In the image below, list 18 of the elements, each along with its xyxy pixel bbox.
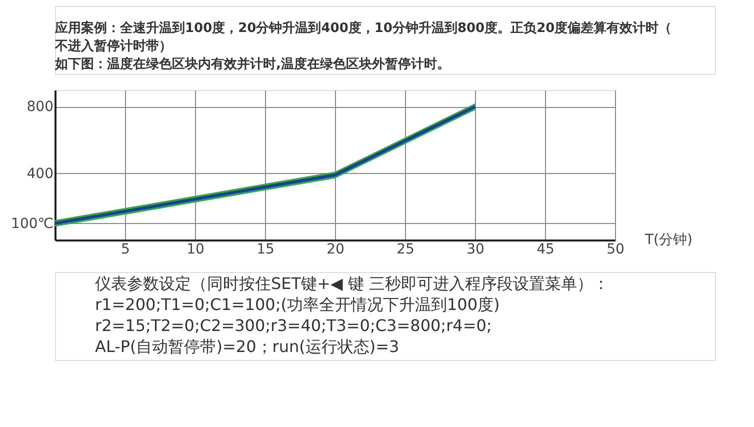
x-tick-label: 10 <box>186 242 204 258</box>
y-tick-label: 100℃ <box>11 216 54 232</box>
x-tick-label: 20 <box>326 242 344 258</box>
text: r2=15;T2=0;C2=300;r3=40;T3=0;C3=800;r4=0; <box>95 316 492 335</box>
y-tick-label: 800 <box>26 99 54 116</box>
text: 应用案例：全速升温到100度，20分钟升温到400度，10分钟升温到800度。正负20度偏差算有效计时（不进入暂停计时带） <box>54 20 672 54</box>
y-tick-label: 400 <box>26 166 54 182</box>
text: 仪表参数设定（同时按住SET键+◀ 键 三秒即可进入程序段设置菜单）： <box>95 274 609 293</box>
x-tick-label: 30 <box>466 242 484 258</box>
x-tick-label: 50 <box>606 242 624 258</box>
x-tick-label: 45 <box>536 242 554 258</box>
text: 如下图：温度在绿色区块内有效并计时,温度在绿色区块外暂停计时。 <box>54 56 450 72</box>
x-tick-label: 5 <box>121 242 130 258</box>
x-axis-title: T(分钟) <box>644 232 692 248</box>
text: AL-P(自动暂停带)=20；run(运行状态)=3 <box>95 337 400 356</box>
text: r1=200;T1=0;C1=100;(功率全开情况下升温到100度) <box>95 295 500 314</box>
x-tick-label: 15 <box>256 242 274 258</box>
x-tick-label: 25 <box>396 242 414 258</box>
